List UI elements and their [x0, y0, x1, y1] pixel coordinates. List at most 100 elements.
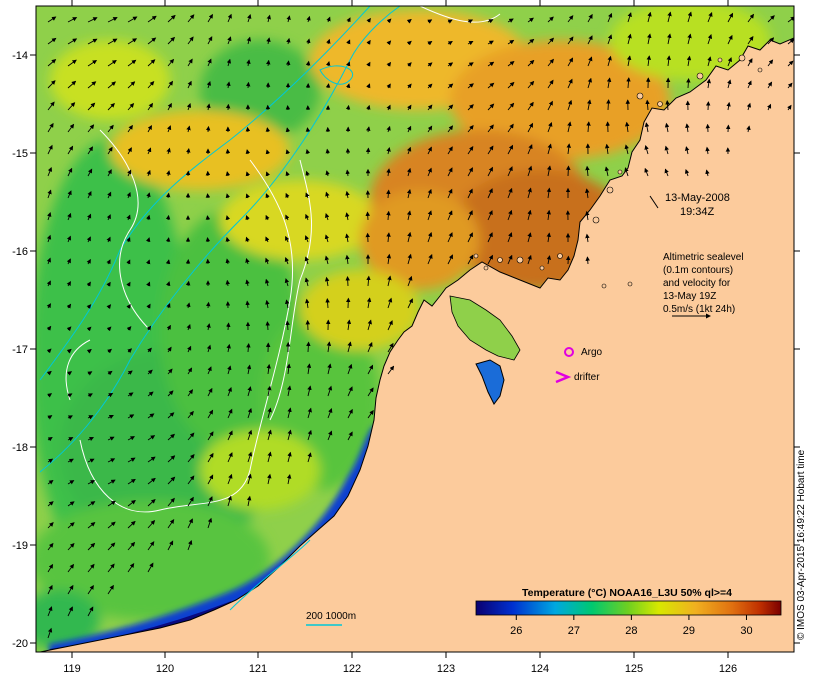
velocity-arrow	[305, 127, 311, 133]
y-tick-label: -20	[12, 638, 28, 650]
velocity-arrow	[467, 254, 474, 265]
velocity-arrow	[165, 259, 171, 265]
velocity-arrow	[265, 257, 270, 265]
velocity-arrow	[147, 456, 156, 463]
velocity-arrow	[146, 281, 151, 287]
velocity-arrow	[644, 122, 650, 133]
velocity-arrow	[167, 412, 175, 419]
velocity-arrow	[207, 58, 212, 67]
velocity-arrow	[386, 210, 391, 221]
velocity-arrow	[166, 170, 171, 177]
velocity-arrow	[527, 165, 533, 177]
velocity-arrow	[147, 125, 152, 133]
velocity-arrow	[406, 40, 412, 46]
velocity-arrow	[67, 59, 77, 67]
velocity-arrow	[386, 104, 391, 111]
velocity-arrow	[346, 39, 351, 45]
velocity-arrow	[684, 146, 690, 155]
velocity-arrow	[604, 143, 610, 155]
velocity-arrow	[366, 39, 371, 45]
velocity-arrow	[367, 409, 374, 419]
velocity-arrow	[67, 480, 75, 485]
velocity-arrow	[407, 104, 412, 111]
velocity-arrow	[386, 125, 391, 133]
velocity-arrow	[207, 366, 212, 375]
velocity-arrow	[167, 102, 172, 111]
velocity-arrow	[147, 520, 156, 529]
velocity-arrow	[226, 322, 231, 331]
velocity-arrow	[227, 430, 233, 441]
velocity-arrow	[107, 436, 115, 441]
velocity-arrow	[47, 393, 53, 398]
velocity-arrow	[107, 59, 117, 67]
velocity-arrow	[467, 40, 474, 46]
velocity-arrow	[447, 232, 453, 243]
velocity-arrow	[547, 100, 553, 111]
velocity-arrow	[387, 365, 395, 375]
velocity-arrow	[127, 414, 135, 419]
colorbar-title: Temperature (°C) NOAA16_L3U 50% ql>=4	[522, 587, 732, 599]
velocity-arrow	[507, 232, 513, 243]
sst-field: 13-May-2008 19:34Z Altimetric sealevel (…	[36, 6, 794, 652]
colorbar-gradient	[475, 600, 782, 616]
velocity-arrow	[187, 496, 194, 507]
velocity-arrow	[187, 539, 193, 551]
velocity-arrow	[265, 193, 270, 199]
velocity-arrow	[706, 78, 711, 89]
velocity-arrow	[567, 78, 573, 89]
velocity-arrow	[66, 281, 71, 287]
velocity-arrow	[267, 407, 272, 419]
velocity-arrow	[107, 370, 113, 376]
velocity-arrow	[186, 302, 191, 309]
velocity-arrow	[345, 83, 351, 89]
velocity-arrow	[366, 104, 371, 111]
velocity-arrow	[167, 58, 175, 67]
velocity-arrow	[245, 236, 250, 243]
velocity-arrow	[427, 146, 432, 155]
velocity-arrow	[166, 281, 171, 287]
velocity-arrow	[527, 122, 534, 133]
velocity-arrow	[427, 231, 433, 243]
velocity-arrow	[644, 167, 649, 177]
velocity-arrow	[47, 584, 53, 595]
velocity-arrow	[127, 520, 136, 529]
velocity-arrow	[306, 363, 312, 375]
velocity-arrow	[767, 15, 775, 23]
velocity-arrow	[205, 301, 211, 309]
velocity-arrow	[167, 36, 176, 45]
drifter-marker	[555, 370, 572, 384]
velocity-arrow	[767, 103, 772, 111]
velocity-arrow	[67, 437, 74, 442]
velocity-arrow	[627, 33, 632, 45]
velocity-arrow	[527, 38, 535, 45]
velocity-arrow	[207, 36, 213, 45]
velocity-arrow	[607, 12, 613, 23]
velocity-arrow	[245, 258, 250, 265]
velocity-arrow	[267, 473, 272, 485]
velocity-arrow	[167, 540, 174, 551]
velocity-arrow	[186, 148, 191, 155]
velocity-arrow	[387, 320, 393, 331]
velocity-arrow	[147, 391, 154, 397]
velocity-arrow	[225, 215, 231, 221]
velocity-arrow	[147, 498, 156, 507]
velocity-arrow	[186, 125, 191, 133]
velocity-arrow	[87, 146, 93, 155]
velocity-arrow	[147, 369, 153, 375]
velocity-arrow	[325, 148, 331, 155]
velocity-arrow	[664, 145, 669, 155]
x-tick-label: 122	[343, 663, 361, 675]
velocity-arrow	[567, 57, 574, 67]
velocity-arrow	[307, 452, 312, 463]
velocity-arrow	[265, 59, 271, 67]
velocity-arrow	[127, 124, 133, 133]
colorbar-tick-label: 30	[740, 625, 752, 637]
velocity-arrow	[106, 304, 112, 310]
velocity-arrow	[487, 166, 493, 177]
velocity-arrow	[286, 15, 291, 23]
velocity-arrow	[167, 14, 176, 23]
velocity-arrow	[324, 255, 330, 265]
altimetry-note: Altimetric sealevel (0.1m contours) and …	[663, 252, 744, 319]
velocity-arrow	[246, 495, 252, 507]
velocity-arrow	[147, 541, 155, 551]
